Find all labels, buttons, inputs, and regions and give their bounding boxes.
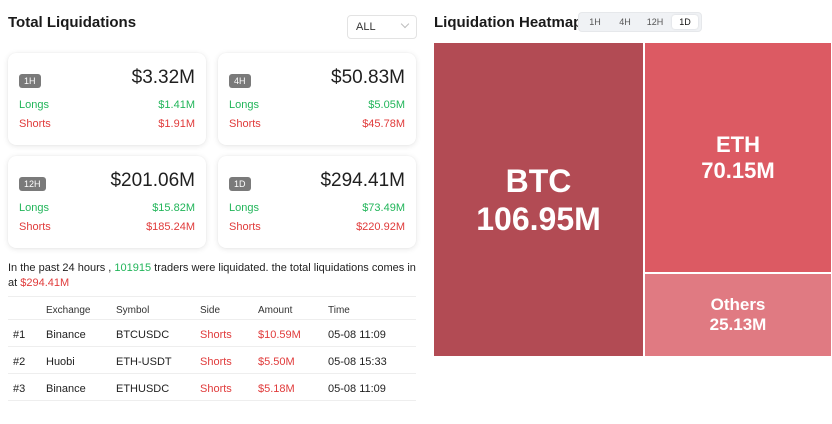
shorts-row: Shorts $220.92M: [229, 221, 405, 233]
heatmap-tile-btc[interactable]: BTC 106.95M: [434, 43, 643, 356]
longs-value: $1.41M: [158, 99, 195, 111]
tile-value: 70.15M: [701, 157, 775, 183]
longs-row: Longs $5.05M: [229, 99, 405, 111]
header-side: Side: [200, 305, 221, 316]
row-symbol: ETHUSDC: [116, 383, 170, 395]
shorts-row: Shorts $185.24M: [19, 221, 195, 233]
header-exchange: Exchange: [46, 305, 91, 316]
tile-value: 25.13M: [709, 315, 767, 334]
summary-prefix: In the past 24 hours ,: [8, 262, 115, 274]
timeframe-badge: 4H: [229, 74, 251, 88]
tile-symbol: Others: [710, 295, 766, 314]
card-total: $50.83M: [331, 67, 405, 88]
table-row[interactable]: #2 Huobi ETH-USDT Shorts $5.50M 05-08 15…: [8, 347, 416, 374]
summary-trader-count: 101915: [114, 262, 152, 274]
timeframe-filter-select[interactable]: ALL: [347, 15, 417, 39]
card-total: $3.32M: [131, 67, 195, 88]
longs-row: Longs $15.82M: [19, 202, 195, 214]
chevron-down-icon: [400, 19, 410, 29]
header-symbol: Symbol: [116, 305, 150, 316]
tile-symbol: BTC: [505, 162, 572, 199]
shorts-label: Shorts: [229, 221, 261, 233]
row-amount: $5.18M: [258, 383, 295, 395]
heatmap-tile-others[interactable]: Others 25.13M: [645, 274, 831, 356]
shorts-label: Shorts: [229, 118, 261, 130]
row-time: 05-08 11:09: [328, 383, 386, 395]
card-total: $201.06M: [110, 170, 195, 191]
longs-label: Longs: [19, 202, 49, 214]
shorts-value: $220.92M: [356, 221, 405, 233]
row-side: Shorts: [200, 356, 232, 368]
row-exchange: Huobi: [46, 356, 75, 368]
longs-label: Longs: [229, 202, 259, 214]
row-rank: #1: [13, 329, 26, 341]
longs-label: Longs: [229, 99, 259, 111]
shorts-value: $1.91M: [158, 118, 195, 130]
table-row[interactable]: #3 Binance ETHUSDC Shorts $5.18M 05-08 1…: [8, 374, 416, 401]
table-row[interactable]: #1 Binance BTCUSDC Shorts $10.59M 05-08 …: [8, 320, 416, 347]
tab-1h[interactable]: 1H: [589, 17, 601, 27]
longs-value: $73.49M: [362, 202, 405, 214]
liquidations-table: Exchange Symbol Side Amount Time #1 Bina…: [8, 296, 416, 401]
row-exchange: Binance: [46, 329, 86, 341]
tile-symbol: ETH: [716, 131, 760, 157]
card-total: $294.41M: [320, 170, 405, 191]
longs-label: Longs: [19, 99, 49, 111]
liquidation-card-1h: 1H $3.32M Longs $1.41M Shorts $1.91M: [8, 53, 206, 145]
shorts-row: Shorts $1.91M: [19, 118, 195, 130]
row-symbol: BTCUSDC: [116, 329, 170, 341]
liquidation-heatmap-panel: Liquidation Heatmap 1H 4H 12H 1D BTC 106…: [426, 0, 832, 424]
liquidation-card-4h: 4H $50.83M Longs $5.05M Shorts $45.78M: [218, 53, 416, 145]
timeframe-badge: 1H: [19, 74, 41, 88]
row-side: Shorts: [200, 383, 232, 395]
liquidation-card-1d: 1D $294.41M Longs $73.49M Shorts $220.92…: [218, 156, 416, 248]
liquidation-summary: In the past 24 hours , 101915 traders we…: [8, 261, 418, 291]
row-amount: $10.59M: [258, 329, 301, 341]
heatmap-tile-eth[interactable]: ETH 70.15M: [645, 43, 831, 272]
heatmap-timeframe-tabs: 1H 4H 12H 1D: [578, 12, 702, 32]
row-time: 05-08 11:09: [328, 329, 386, 341]
shorts-value: $185.24M: [146, 221, 195, 233]
shorts-value: $45.78M: [362, 118, 405, 130]
timeframe-filter-value: ALL: [356, 21, 376, 33]
total-liquidations-title: Total Liquidations: [8, 14, 137, 31]
longs-row: Longs $73.49M: [229, 202, 405, 214]
header-amount: Amount: [258, 305, 293, 316]
longs-value: $5.05M: [368, 99, 405, 111]
table-header: Exchange Symbol Side Amount Time: [8, 296, 416, 320]
shorts-label: Shorts: [19, 118, 51, 130]
row-rank: #3: [13, 383, 26, 395]
longs-row: Longs $1.41M: [19, 99, 195, 111]
shorts-label: Shorts: [19, 221, 51, 233]
header-time: Time: [328, 305, 350, 316]
shorts-row: Shorts $45.78M: [229, 118, 405, 130]
heatmap-treemap: BTC 106.95M ETH 70.15M Others 25.13M: [434, 43, 831, 356]
tab-12h[interactable]: 12H: [646, 17, 664, 27]
tab-4h[interactable]: 4H: [619, 17, 631, 27]
row-rank: #2: [13, 356, 26, 368]
tab-1d[interactable]: 1D: [672, 15, 698, 29]
timeframe-badge: 12H: [19, 177, 46, 191]
heatmap-title: Liquidation Heatmap: [434, 14, 583, 31]
row-exchange: Binance: [46, 383, 86, 395]
total-liquidations-panel: Total Liquidations ALL 1H $3.32M Longs $…: [8, 14, 418, 401]
timeframe-badge: 1D: [229, 177, 251, 191]
longs-value: $15.82M: [152, 202, 195, 214]
row-side: Shorts: [200, 329, 232, 341]
row-time: 05-08 15:33: [328, 356, 387, 368]
liquidation-card-12h: 12H $201.06M Longs $15.82M Shorts $185.2…: [8, 156, 206, 248]
summary-middle: traders were liquidated. the total liqui…: [8, 262, 416, 289]
row-symbol: ETH-USDT: [116, 356, 172, 368]
tile-value: 106.95M: [476, 200, 601, 237]
row-amount: $5.50M: [258, 356, 295, 368]
summary-total: $294.41M: [20, 277, 70, 289]
